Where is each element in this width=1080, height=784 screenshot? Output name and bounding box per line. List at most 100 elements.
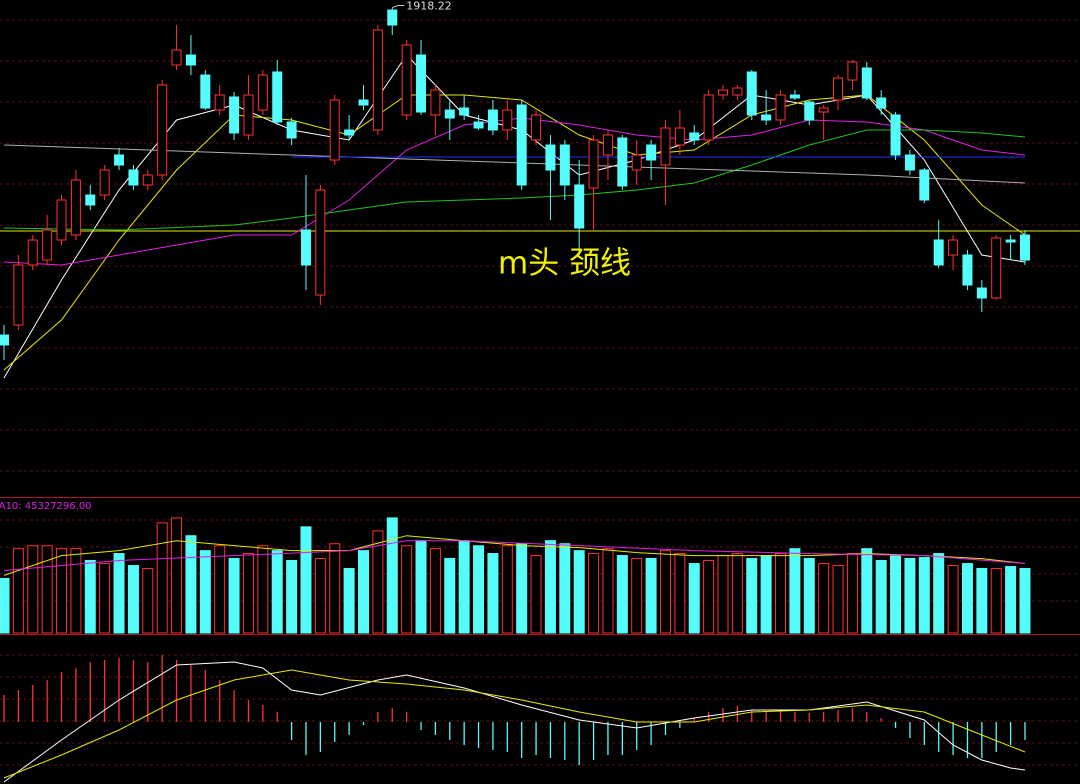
candle-body	[142, 174, 153, 186]
high-label: 1918.22	[406, 0, 452, 13]
candle-body	[85, 194, 96, 206]
candle-body	[531, 114, 542, 141]
volume-bar	[12, 548, 24, 634]
high-pointer	[392, 5, 405, 9]
volume-bar	[573, 550, 585, 634]
volume-bar	[588, 553, 600, 634]
volume-bar	[703, 559, 715, 634]
candle-body	[789, 94, 800, 99]
volume-bar	[271, 550, 283, 634]
volume-bar	[875, 559, 887, 634]
candle-body	[775, 94, 786, 121]
candle-body	[818, 107, 829, 113]
candle-body	[99, 169, 110, 196]
volume-bar	[127, 565, 139, 634]
ma-line	[3, 669, 1026, 779]
volume-bar	[214, 545, 226, 634]
ma-line	[3, 535, 1026, 576]
volume-bar	[516, 543, 528, 634]
volume-bar	[904, 557, 916, 634]
volume-bar	[933, 553, 945, 634]
candle-body	[286, 121, 297, 139]
candle-body	[42, 229, 53, 261]
volume-bar	[372, 530, 384, 634]
candle-body	[631, 154, 642, 171]
volume-bar	[70, 548, 82, 634]
candle-body	[272, 71, 283, 123]
volume-bar	[415, 540, 427, 634]
volume-bar	[343, 567, 355, 634]
candle-body	[545, 144, 556, 171]
candle-body	[200, 74, 211, 109]
candle-body	[473, 121, 484, 129]
candle-body	[948, 239, 959, 256]
candle-body	[574, 184, 585, 229]
volume-bar	[501, 545, 513, 634]
candle-body	[430, 89, 441, 116]
volume-bar	[0, 577, 10, 634]
candle-body	[976, 287, 987, 299]
volume-bar	[616, 555, 628, 634]
candle-body	[185, 54, 196, 66]
candle-body	[904, 154, 915, 171]
candle-body	[344, 129, 355, 136]
candle-body	[315, 189, 326, 296]
volume-bar	[401, 545, 413, 634]
volume-bar	[961, 563, 973, 634]
candle-body	[401, 44, 412, 116]
volume-bar	[976, 567, 988, 634]
candle-body	[27, 239, 38, 266]
candle-body	[459, 107, 470, 116]
candle-body	[13, 264, 24, 326]
volume-bar	[386, 517, 398, 634]
volume-bar	[429, 548, 441, 634]
volume-bar	[1019, 567, 1031, 634]
volume-bar	[314, 557, 326, 634]
candle-body	[847, 61, 858, 81]
ma-line	[3, 661, 1026, 783]
annotation: m头 颈线	[498, 246, 631, 282]
candle-body	[157, 84, 168, 176]
candle-body	[861, 67, 872, 99]
candle-body	[876, 97, 887, 109]
volume-bar	[688, 563, 700, 634]
volume-bar	[530, 555, 542, 634]
candle-body	[588, 139, 599, 189]
candle-body	[444, 109, 455, 119]
volume-bar	[84, 559, 96, 634]
candle-body	[602, 134, 613, 156]
candle-body	[933, 239, 944, 266]
volume-bar	[990, 567, 1002, 634]
candle-body	[761, 114, 772, 121]
volume-bar	[41, 545, 53, 634]
candle-body	[243, 94, 254, 136]
volume-bar	[760, 555, 772, 634]
volume-bar	[99, 563, 111, 634]
candle-body	[372, 29, 383, 131]
volume-bar	[544, 540, 556, 634]
candle-body	[329, 99, 340, 161]
candle-body	[660, 127, 671, 166]
candle-body	[56, 199, 67, 241]
volume-bar	[329, 543, 341, 634]
volume-bar	[228, 557, 240, 634]
candle-body	[214, 94, 225, 111]
candle-body	[114, 154, 125, 166]
candle-body	[70, 179, 81, 236]
candle-body	[890, 114, 901, 156]
candle-body	[833, 77, 844, 101]
candle-body	[171, 49, 182, 66]
volume-bar	[947, 565, 959, 634]
volume-bar	[602, 548, 614, 634]
volume-bar	[645, 557, 657, 634]
volume-bar	[659, 550, 671, 634]
candle-body	[689, 132, 700, 141]
volume-bar	[861, 548, 873, 634]
volume-bar	[1005, 565, 1017, 634]
candle-body	[516, 104, 527, 186]
volume-bar	[803, 557, 815, 634]
candle-body	[919, 169, 930, 201]
candle-body	[718, 89, 728, 96]
